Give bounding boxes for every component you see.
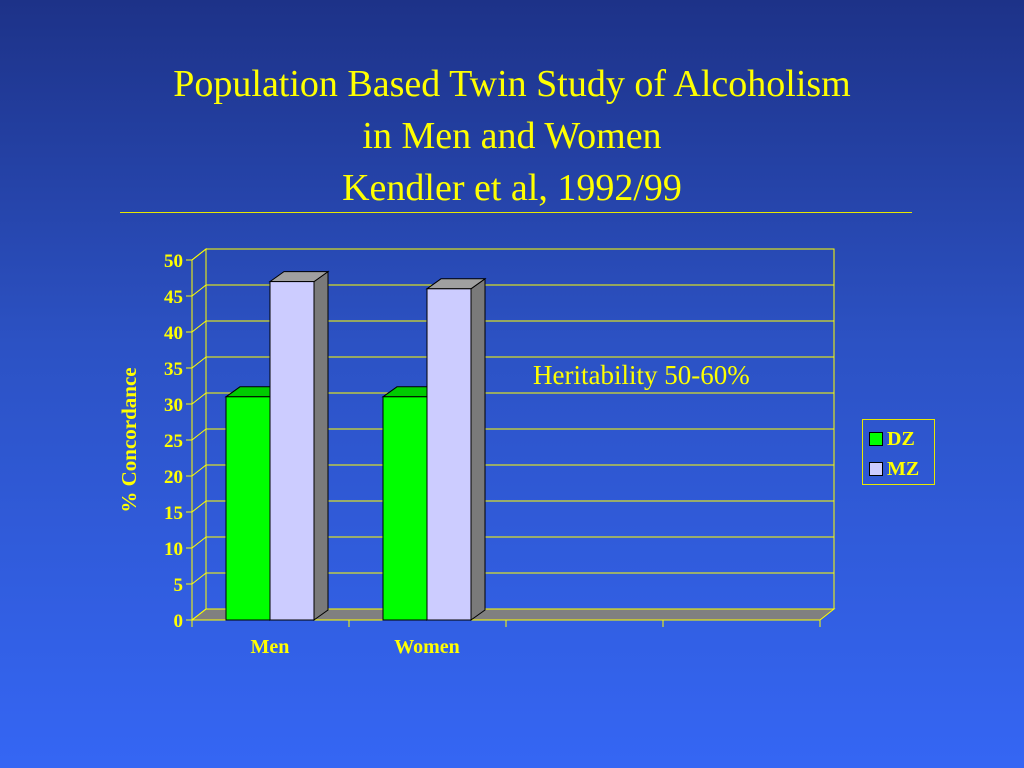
bar-mz-women — [426, 288, 472, 621]
gridline-side — [191, 356, 207, 369]
x-tick-label: Women — [394, 636, 460, 658]
heritability-annotation: Heritability 50-60% — [533, 360, 750, 390]
gridline-side — [191, 500, 207, 513]
y-tick-label: 50 — [164, 251, 183, 272]
gridline-side — [191, 284, 207, 297]
y-tick-label: 30 — [164, 395, 183, 416]
title-divider — [120, 212, 912, 213]
chart-ticks: 0 5 10 15 20 25 30 35 40 45 50 Men Women — [164, 251, 821, 658]
gridline-side — [191, 392, 207, 405]
title-line-1: Population Based Twin Study of Alcoholis… — [173, 63, 851, 105]
legend-label-dz: DZ — [887, 427, 915, 450]
gridline-side — [191, 248, 207, 261]
legend-swatch-dz — [869, 432, 883, 446]
gridline-side — [191, 464, 207, 477]
gridline-side — [191, 428, 207, 441]
y-tick-label: 25 — [164, 431, 183, 452]
y-tick-label: 45 — [164, 287, 183, 308]
y-tick-label: 35 — [164, 359, 183, 380]
x-tick-label: Men — [251, 636, 290, 658]
bar-dz-men — [225, 396, 271, 621]
y-tick-label: 20 — [164, 467, 183, 488]
chart-bars — [224, 270, 487, 621]
bar-side-mz-women — [470, 277, 486, 621]
legend-swatch-mz — [869, 462, 883, 476]
y-axis-label: % Concordance — [117, 367, 141, 512]
gridline-side — [191, 320, 207, 333]
gridline-side — [191, 536, 207, 549]
legend-label-mz: MZ — [887, 457, 920, 480]
legend-item-mz: MZ — [869, 458, 919, 480]
bar-mz-men — [269, 281, 315, 621]
chart-legend: DZ MZ — [862, 419, 935, 485]
bar-side-mz-men — [313, 270, 329, 621]
title-line-2: in Men and Women — [362, 115, 662, 157]
gridline-side — [191, 572, 207, 585]
bar-dz-women — [382, 396, 428, 621]
slide-title: Population Based Twin Study of Alcoholis… — [0, 58, 1024, 214]
y-tick-label: 0 — [174, 611, 184, 632]
y-tick-label: 15 — [164, 503, 183, 524]
y-tick-label: 40 — [164, 323, 183, 344]
title-line-3: Kendler et al, 1992/99 — [342, 167, 682, 209]
y-tick-label: 10 — [164, 539, 183, 560]
legend-item-dz: DZ — [869, 428, 915, 450]
y-tick-label: 5 — [174, 575, 184, 596]
